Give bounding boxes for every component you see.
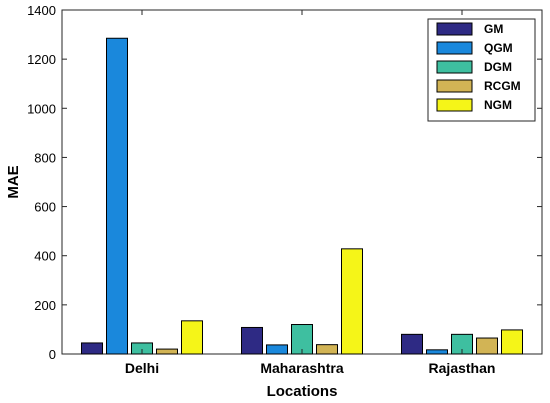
legend-label-gm: GM — [484, 22, 503, 36]
legend-label-ngm: NGM — [484, 98, 512, 112]
bar-ngm-maharashtra — [341, 248, 363, 355]
bar-rcgm-maharashtra — [316, 344, 338, 355]
legend-label-dgm: DGM — [484, 60, 512, 74]
legend-label-qgm: QGM — [484, 41, 513, 55]
legend-swatch-rcgm — [436, 79, 473, 93]
legend-swatch-dgm — [436, 60, 473, 74]
legend-swatch-ngm — [436, 98, 473, 112]
y-tick-label: 1200 — [27, 52, 56, 67]
y-tick-label: 0 — [49, 347, 56, 362]
y-tick-label: 1000 — [27, 101, 56, 116]
y-tick-label: 800 — [34, 150, 56, 165]
bar-ngm-rajasthan — [501, 329, 523, 355]
y-tick-label: 1400 — [27, 3, 56, 18]
x-tick-label: Maharashtra — [260, 360, 343, 376]
bar-gm-maharashtra — [241, 326, 263, 355]
bar-qgm-delhi — [106, 37, 128, 355]
x-tick-label: Delhi — [125, 360, 159, 376]
bar-qgm-rajasthan — [426, 349, 448, 355]
bar-rcgm-rajasthan — [476, 337, 498, 355]
y-axis: 0 200 400 600 800 1000 1200 1400 — [27, 3, 542, 362]
x-tick-label: Rajasthan — [429, 360, 496, 376]
y-tick-label: 400 — [34, 249, 56, 264]
legend-swatch-qgm — [436, 41, 473, 55]
bar-qgm-maharashtra — [266, 344, 288, 355]
legend: GM QGM DGM RCGM NGM — [427, 18, 536, 122]
legend-swatch-gm — [436, 22, 473, 36]
bar-ngm-delhi — [181, 320, 203, 355]
bar-rcgm-delhi — [156, 348, 178, 355]
bar-gm-rajasthan — [401, 333, 423, 355]
x-axis-title: Locations — [267, 383, 338, 400]
y-tick-label: 600 — [34, 200, 56, 215]
bar-gm-delhi — [81, 342, 103, 355]
y-axis-title: MAE — [5, 165, 22, 198]
x-axis: Delhi Maharashtra Rajasthan — [125, 10, 496, 376]
y-tick-label: 200 — [34, 298, 56, 313]
legend-label-rcgm: RCGM — [484, 79, 521, 93]
